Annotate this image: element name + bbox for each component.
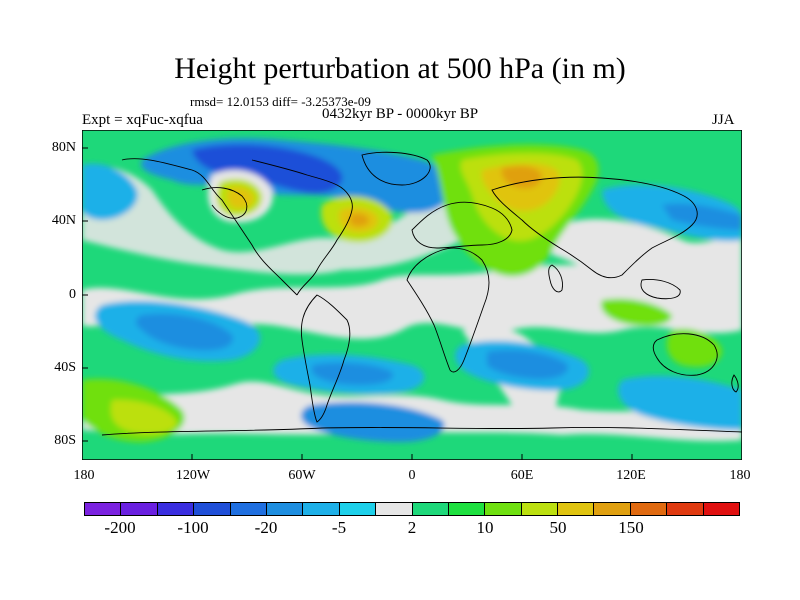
colorbar xyxy=(84,502,740,516)
colorbar-swatch xyxy=(521,503,559,515)
x-tick-120e: 120E xyxy=(616,468,646,483)
australia xyxy=(652,333,718,376)
africa xyxy=(406,247,490,373)
colorbar-label: -5 xyxy=(331,518,347,537)
y-tick-80s: 80S xyxy=(54,433,76,448)
antarctica-coast xyxy=(101,426,742,436)
season-label: JJA xyxy=(712,112,735,128)
colorbar-swatch xyxy=(448,503,486,515)
asia xyxy=(491,176,698,279)
x-tick-180-right: 180 xyxy=(729,468,751,483)
anomaly-field xyxy=(82,138,742,442)
y-tick-40s: 40S xyxy=(54,360,76,375)
map-title: Height perturbation at 500 hPa (in m) xyxy=(174,52,626,85)
europe xyxy=(411,201,513,249)
colorbar-swatch xyxy=(485,503,522,515)
x-tick-180-left: 180 xyxy=(73,468,95,483)
colorbar-swatch xyxy=(121,503,158,515)
x-tick-0: 0 xyxy=(408,468,416,483)
colorbar-swatch xyxy=(266,503,304,515)
colorbar-label: -100 xyxy=(177,518,209,537)
x-tick-60e: 60E xyxy=(510,468,534,483)
colorbar-swatch xyxy=(630,503,668,515)
north-america-west-coast xyxy=(121,158,298,296)
colorbar-label: -200 xyxy=(104,518,136,537)
colorbar-swatch xyxy=(558,503,595,515)
x-tick-60w: 60W xyxy=(288,468,316,483)
india xyxy=(548,264,563,293)
x-tick-120w: 120W xyxy=(175,468,211,483)
colorbar-label: 2 xyxy=(407,518,417,537)
colorbar-swatch xyxy=(230,503,267,515)
colorbar-swatch xyxy=(594,503,631,515)
height-perturbation-map xyxy=(82,130,742,460)
south-america xyxy=(300,294,351,423)
tick-marks xyxy=(82,147,633,460)
colorbar-swatch xyxy=(194,503,231,515)
colorbar-swatch xyxy=(339,503,377,515)
colorbar-swatch xyxy=(303,503,340,515)
colorbar-label: -20 xyxy=(254,518,278,537)
colorbar-label: 50 xyxy=(549,518,567,537)
maritime-continent xyxy=(640,279,681,300)
new-zealand xyxy=(731,374,739,393)
y-tick-40n: 40N xyxy=(51,213,76,228)
colorbar-swatch xyxy=(667,503,704,515)
experiment-label: Expt = xqFuc-xqfua xyxy=(82,112,203,128)
colorbar-label: 150 xyxy=(618,518,644,537)
coastlines xyxy=(101,151,742,436)
colorbar-swatch xyxy=(85,503,122,515)
greenland xyxy=(361,151,431,186)
stats-label: rmsd= 12.0153 diff= -3.25373e-09 xyxy=(190,94,371,109)
colorbar-swatch xyxy=(703,503,740,515)
colorbar-swatch xyxy=(376,503,413,515)
colorbar-label: 10 xyxy=(476,518,494,537)
colorbar-swatch xyxy=(157,503,195,515)
colorbar-swatch xyxy=(412,503,449,515)
period-label: 0432kyr BP - 0000kyr BP xyxy=(322,106,479,122)
tropical-neutral-band xyxy=(82,258,742,339)
y-tick-0: 0 xyxy=(69,287,76,302)
y-tick-80n: 80N xyxy=(51,140,76,155)
